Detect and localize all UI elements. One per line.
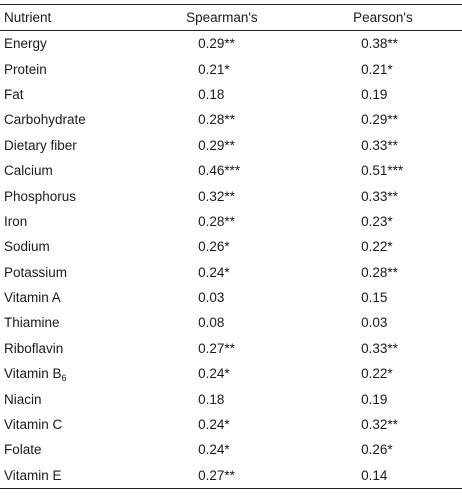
cell-nutrient: Potassium [0, 260, 181, 285]
nutrient-label: Thiamine [4, 315, 60, 331]
cell-nutrient: Niacin [0, 386, 181, 411]
cell-spearman: 0.24* [198, 417, 230, 433]
cell-spearman: 0.26* [198, 239, 230, 255]
header-spearman: Spearman's [186, 10, 258, 25]
cell-nutrient: Riboflavin [0, 336, 181, 361]
cell-nutrient: Carbohydrate [0, 107, 181, 132]
cell-spearman: 0.28** [198, 112, 235, 128]
nutrient-label: Riboflavin [4, 340, 64, 356]
cell-pearson: 0.32** [361, 417, 398, 433]
cell-pearson: 0.21* [361, 61, 393, 77]
header-pearson: Pearson's [353, 10, 413, 25]
nutrient-label: Vitamin C [4, 417, 63, 433]
cell-nutrient: Vitamin E [0, 463, 181, 489]
cell-pearson: 0.22* [361, 239, 393, 255]
cell-pearson: 0.22* [361, 366, 393, 382]
nutrient-label: Phosphorus [4, 188, 77, 204]
cell-spearman: 0.03 [198, 290, 225, 306]
nutrient-label: Fat [4, 86, 24, 102]
cell-spearman: 0.18 [198, 391, 225, 407]
cell-nutrient: Dietary fiber [0, 133, 181, 158]
table-row: Carbohydrate 0.28** 0.29** [0, 107, 462, 132]
cell-pearson: 0.33** [361, 340, 398, 356]
cell-spearman: 0.27** [198, 340, 235, 356]
cell-pearson: 0.51*** [361, 163, 404, 179]
table-row: Vitamin C 0.24* 0.32** [0, 412, 462, 437]
nutrient-label: Vitamin E [4, 467, 62, 483]
cell-pearson: 0.33** [361, 188, 398, 204]
table-row: Sodium 0.26* 0.22* [0, 234, 462, 259]
cell-nutrient: Thiamine [0, 310, 181, 335]
cell-spearman: 0.24* [198, 442, 230, 458]
cell-nutrient: Phosphorus [0, 183, 181, 208]
table-row: Protein 0.21* 0.21* [0, 56, 462, 81]
nutrient-label: Folate [4, 442, 42, 458]
nutrient-label: Calcium [4, 163, 53, 179]
cell-nutrient: Calcium [0, 158, 181, 183]
cell-spearman: 0.24* [198, 264, 230, 280]
cell-pearson: 0.33** [361, 137, 398, 153]
cell-pearson: 0.23* [361, 213, 393, 229]
table-row: Riboflavin 0.27** 0.33** [0, 336, 462, 361]
cell-pearson: 0.03 [361, 315, 388, 331]
cell-pearson: 0.29** [361, 112, 398, 128]
table-row: Folate 0.24* 0.26* [0, 437, 462, 462]
cell-spearman: 0.28** [198, 213, 235, 229]
cell-spearman: 0.27** [198, 467, 235, 483]
nutrient-label: Iron [4, 213, 28, 229]
table-row: Dietary fiber 0.29** 0.33** [0, 133, 462, 158]
cell-nutrient: Sodium [0, 234, 181, 259]
cell-spearman: 0.29** [198, 137, 235, 153]
cell-pearson: 0.38** [361, 36, 398, 52]
table-row: Vitamin B6 0.24* 0.22* [0, 361, 462, 386]
table-header: Nutrient Spearman's Pearson's [0, 4, 462, 31]
correlation-table-container: Nutrient Spearman's Pearson's Energy 0.29… [0, 4, 462, 489]
table-body: Energy 0.29** 0.38** Protein 0.21* 0.21* Fat 0.… [0, 31, 462, 489]
cell-pearson: 0.19 [361, 391, 388, 407]
cell-spearman: 0.08 [198, 315, 225, 331]
nutrient-label: Carbohydrate [4, 112, 86, 128]
nutrient-label: Dietary fiber [4, 137, 77, 153]
nutrient-label: Sodium [4, 239, 50, 255]
header-nutrient: Nutrient [4, 10, 52, 25]
table-row: Thiamine 0.08 0.03 [0, 310, 462, 335]
nutrient-label: Vitamin A [4, 290, 61, 306]
table-row: Niacin 0.18 0.19 [0, 386, 462, 411]
cell-nutrient: Protein [0, 56, 181, 81]
table-row: Iron 0.28** 0.23* [0, 209, 462, 234]
cell-pearson: 0.28** [361, 264, 398, 280]
cell-nutrient: Vitamin B6 [0, 361, 181, 386]
cell-pearson: 0.15 [361, 290, 388, 306]
cell-pearson: 0.19 [361, 86, 388, 102]
correlation-table: Nutrient Spearman's Pearson's Energy 0.29… [0, 4, 462, 489]
cell-nutrient: Vitamin C [0, 412, 181, 437]
nutrient-label: Vitamin B [4, 366, 62, 382]
table-row: Fat 0.18 0.19 [0, 82, 462, 107]
cell-nutrient: Iron [0, 209, 181, 234]
nutrient-subscript: 6 [61, 373, 67, 384]
table-row: Phosphorus 0.32** 0.33** [0, 183, 462, 208]
table-row: Energy 0.29** 0.38** [0, 31, 462, 57]
cell-spearman: 0.29** [198, 36, 235, 52]
cell-pearson: 0.14 [361, 467, 388, 483]
table-row: Calcium 0.46*** 0.51*** [0, 158, 462, 183]
nutrient-label: Protein [4, 61, 47, 77]
table-row: Vitamin A 0.03 0.15 [0, 285, 462, 310]
cell-spearman: 0.21* [198, 61, 230, 77]
header-row: Nutrient Spearman's Pearson's [0, 4, 462, 31]
table-row: Potassium 0.24* 0.28** [0, 260, 462, 285]
nutrient-label: Niacin [4, 391, 42, 407]
cell-nutrient: Folate [0, 437, 181, 462]
cell-nutrient: Fat [0, 82, 181, 107]
nutrient-label: Energy [4, 36, 47, 52]
table-row: Vitamin E 0.27** 0.14 [0, 463, 462, 489]
cell-nutrient: Energy [0, 31, 181, 57]
cell-spearman: 0.24* [198, 366, 230, 382]
cell-spearman: 0.32** [198, 188, 235, 204]
cell-spearman: 0.46*** [198, 163, 241, 179]
cell-nutrient: Vitamin A [0, 285, 181, 310]
cell-spearman: 0.18 [198, 86, 225, 102]
nutrient-label: Potassium [4, 264, 68, 280]
cell-pearson: 0.26* [361, 442, 393, 458]
